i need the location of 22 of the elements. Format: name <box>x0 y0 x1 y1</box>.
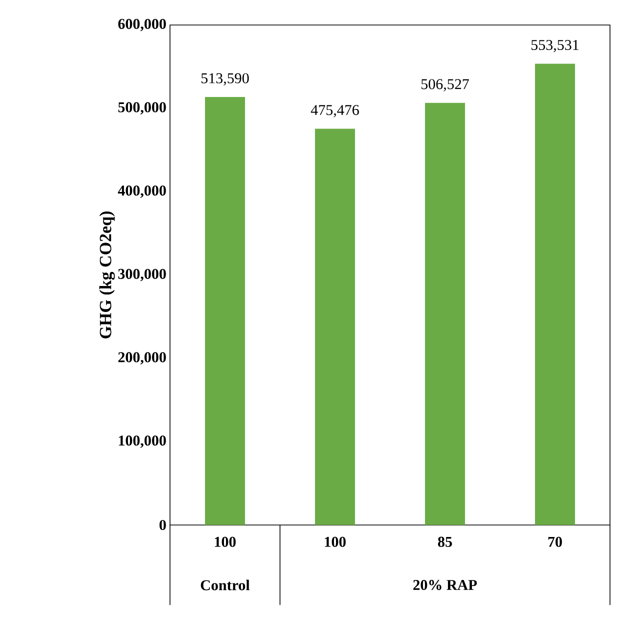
bar <box>205 97 245 525</box>
data-label: 513,590 <box>202 73 249 86</box>
y-axis-title: GHG (kg CO2eq) <box>99 212 115 338</box>
x-tick-label: 100 <box>324 536 346 547</box>
y-tick-label: 300,000 <box>118 268 166 282</box>
y-tick-label: 600,000 <box>118 18 166 32</box>
y-tick-label: 400,000 <box>118 186 166 198</box>
x-tick-label: 70 <box>548 536 562 547</box>
y-tick-label: 500,000 <box>118 102 166 114</box>
text: 20% RAP <box>413 580 477 590</box>
text: Control <box>200 580 250 590</box>
bar <box>535 64 575 525</box>
data-label: 553,531 <box>532 40 578 52</box>
data-label: 475,476 <box>310 105 359 118</box>
y-tick-label: 100,000 <box>118 436 166 448</box>
bar <box>425 102 465 525</box>
data-label: 506,527 <box>422 79 469 92</box>
y-tick-label: 0 <box>160 520 166 530</box>
x-tick-label: 85 <box>438 536 452 547</box>
bar <box>315 128 355 525</box>
x-tick-label: 100 <box>214 536 236 547</box>
y-tick-label: 200,000 <box>118 352 166 364</box>
